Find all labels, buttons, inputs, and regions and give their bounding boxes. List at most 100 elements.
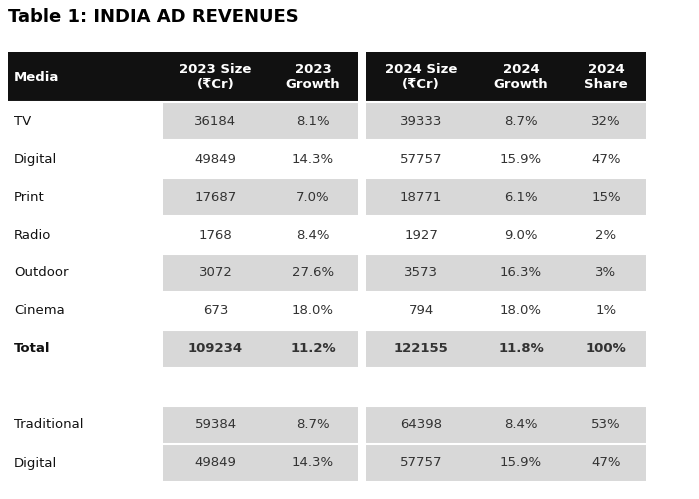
Bar <box>366 52 476 102</box>
Bar <box>476 52 566 102</box>
Bar <box>268 444 358 482</box>
Text: 109234: 109234 <box>188 342 243 355</box>
Bar <box>163 140 268 178</box>
Bar <box>566 216 646 254</box>
Bar <box>566 254 646 292</box>
Text: 8.7%: 8.7% <box>504 114 538 128</box>
Text: 47%: 47% <box>591 153 621 166</box>
Bar <box>366 292 476 330</box>
Text: Outdoor: Outdoor <box>14 266 69 279</box>
Bar <box>8 178 163 216</box>
Bar <box>566 406 646 444</box>
Text: 57757: 57757 <box>400 457 442 470</box>
Text: 32%: 32% <box>591 114 621 128</box>
Text: Cinema: Cinema <box>14 304 65 317</box>
Bar <box>476 444 566 482</box>
Text: 14.3%: 14.3% <box>292 153 334 166</box>
Bar <box>268 292 358 330</box>
Text: 122155: 122155 <box>394 342 448 355</box>
Bar <box>366 444 476 482</box>
Text: 1927: 1927 <box>404 229 438 242</box>
Bar <box>163 216 268 254</box>
Bar <box>476 140 566 178</box>
Text: 3573: 3573 <box>404 266 438 279</box>
Text: 3072: 3072 <box>199 266 233 279</box>
Text: 36184: 36184 <box>194 114 236 128</box>
Text: 2024 Size
(₹Cr): 2024 Size (₹Cr) <box>385 63 457 91</box>
Text: Media: Media <box>14 70 59 83</box>
Bar <box>163 406 268 444</box>
Bar <box>566 330 646 368</box>
Text: 3%: 3% <box>596 266 617 279</box>
Bar <box>163 444 268 482</box>
Bar <box>566 178 646 216</box>
Bar <box>163 330 268 368</box>
Bar <box>268 254 358 292</box>
Text: 17687: 17687 <box>194 191 237 204</box>
Text: 100%: 100% <box>586 342 626 355</box>
Bar <box>268 406 358 444</box>
Text: 64398: 64398 <box>400 419 442 432</box>
Bar <box>8 140 163 178</box>
Text: 2%: 2% <box>596 229 617 242</box>
Bar <box>268 52 358 102</box>
Bar <box>476 406 566 444</box>
Bar <box>163 52 268 102</box>
Bar <box>268 178 358 216</box>
Text: 673: 673 <box>203 304 228 317</box>
Text: 14.3%: 14.3% <box>292 457 334 470</box>
Bar <box>268 216 358 254</box>
Text: Digital: Digital <box>14 153 57 166</box>
Bar <box>268 330 358 368</box>
Text: 49849: 49849 <box>194 457 236 470</box>
Bar <box>476 330 566 368</box>
Text: 15%: 15% <box>591 191 621 204</box>
Text: 47%: 47% <box>591 457 621 470</box>
Text: Traditional: Traditional <box>14 419 83 432</box>
Text: 49849: 49849 <box>194 153 236 166</box>
Bar <box>476 102 566 140</box>
Text: 8.7%: 8.7% <box>296 419 330 432</box>
Text: 7.0%: 7.0% <box>296 191 330 204</box>
Bar <box>366 178 476 216</box>
Bar <box>8 368 654 406</box>
Bar <box>8 254 163 292</box>
Bar <box>268 102 358 140</box>
Text: 8.4%: 8.4% <box>296 229 330 242</box>
Text: Digital: Digital <box>14 457 57 470</box>
Text: Total: Total <box>14 342 50 355</box>
Bar <box>366 254 476 292</box>
Bar <box>8 406 163 444</box>
Bar <box>366 216 476 254</box>
Text: 1768: 1768 <box>199 229 232 242</box>
Bar <box>8 292 163 330</box>
Bar <box>163 178 268 216</box>
Text: 2024
Growth: 2024 Growth <box>493 63 548 91</box>
Bar <box>476 292 566 330</box>
Bar <box>163 254 268 292</box>
Text: 16.3%: 16.3% <box>500 266 542 279</box>
Text: 27.6%: 27.6% <box>292 266 334 279</box>
Bar <box>366 102 476 140</box>
Text: 1%: 1% <box>596 304 617 317</box>
Bar <box>8 216 163 254</box>
Bar <box>8 444 163 482</box>
Text: 6.1%: 6.1% <box>504 191 538 204</box>
Bar <box>566 444 646 482</box>
Text: 2023 Size
(₹Cr): 2023 Size (₹Cr) <box>180 63 252 91</box>
Text: 18.0%: 18.0% <box>500 304 542 317</box>
Bar <box>8 330 163 368</box>
Text: 11.2%: 11.2% <box>290 342 336 355</box>
Bar <box>8 52 163 102</box>
Bar <box>366 406 476 444</box>
Text: 8.1%: 8.1% <box>296 114 330 128</box>
Text: Radio: Radio <box>14 229 51 242</box>
Bar <box>268 140 358 178</box>
Text: TV: TV <box>14 114 31 128</box>
Text: 57757: 57757 <box>400 153 442 166</box>
Text: 9.0%: 9.0% <box>504 229 538 242</box>
Text: Print: Print <box>14 191 45 204</box>
Bar <box>566 102 646 140</box>
Text: 53%: 53% <box>591 419 621 432</box>
Bar <box>8 102 163 140</box>
